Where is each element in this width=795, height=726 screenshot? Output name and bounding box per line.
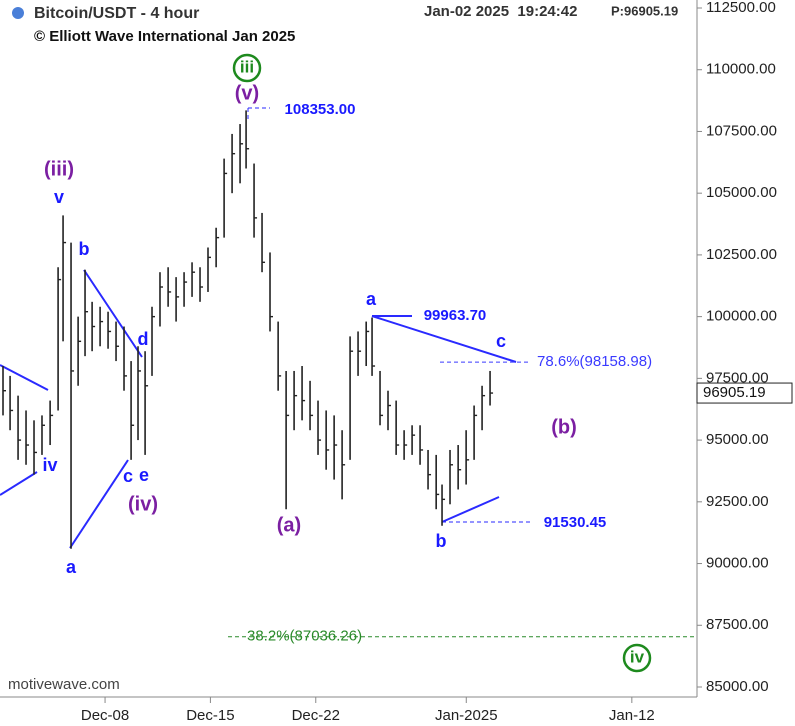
y-tick-label: 85000.00: [706, 678, 769, 695]
symbol-dot: [12, 7, 24, 19]
wave-label: e: [139, 465, 149, 485]
y-tick-label: 97500.00: [706, 369, 769, 386]
trend-line: [83, 269, 143, 358]
wave-label: b: [79, 239, 90, 259]
x-tick-label: Dec-15: [186, 707, 234, 724]
x-tick-label: Dec-08: [81, 707, 129, 724]
wave-label: iii: [240, 57, 254, 76]
wave-circle: [622, 643, 652, 673]
x-tick-label: Jan-2025: [435, 707, 498, 724]
y-tick-label: 95000.00: [706, 431, 769, 448]
y-tick-label: 92500.00: [706, 493, 769, 510]
wave-label: (a): [277, 514, 301, 536]
price-markers: [247, 107, 530, 523]
fib-label: 78.6%(98158.98): [537, 353, 652, 370]
y-tick-label: 102500.00: [706, 246, 777, 263]
trend-line: [0, 471, 38, 496]
wave-circle: [232, 53, 262, 83]
watermark: motivewave.com: [8, 676, 120, 693]
y-tick-label: 87500.00: [706, 616, 769, 633]
wave-label: 99963.70: [424, 307, 487, 324]
wave-label: (iii): [44, 158, 74, 180]
wave-lines: [0, 269, 517, 549]
y-tick-label: 90000.00: [706, 555, 769, 572]
y-tick-label: 107500.00: [706, 122, 777, 139]
chart-subtitle: © Elliott Wave International Jan 2025: [34, 28, 295, 45]
wave-label: a: [366, 289, 377, 309]
wave-label: (v): [235, 82, 259, 104]
trend-line: [0, 364, 49, 391]
wave-label: c: [496, 331, 506, 351]
wave-label: d: [138, 329, 149, 349]
last-price-box: [696, 382, 793, 404]
y-tick-label: 105000.00: [706, 184, 777, 201]
y-tick-label: 100000.00: [706, 308, 777, 325]
wave-label: 91530.45: [544, 514, 607, 531]
wave-label: (b): [551, 416, 577, 438]
trend-line: [69, 459, 129, 549]
trend-line: [441, 496, 500, 523]
timestamp: Jan-02 2025 19:24:42: [424, 3, 577, 20]
wave-label: (iv): [128, 493, 158, 515]
wave-label: b: [436, 531, 447, 551]
fib-label: 38.2%(87036.26): [247, 628, 362, 645]
trend-line: [371, 315, 517, 363]
x-tick-label: Jan-12: [609, 707, 655, 724]
wave-label: iv: [630, 647, 645, 666]
wave-label: iv: [42, 455, 57, 475]
wave-label: 108353.00: [285, 101, 356, 118]
y-tick-label: 112500.00: [706, 0, 776, 16]
chart-title: Bitcoin/USDT - 4 hour: [34, 5, 199, 22]
wave-label: c: [123, 466, 133, 486]
last-price-label: 96905.19: [703, 384, 766, 401]
x-tick-label: Dec-22: [292, 707, 340, 724]
last-price-text: P:96905.19: [611, 3, 678, 18]
wave-label: a: [66, 557, 77, 577]
y-tick-label: 110000.00: [706, 61, 776, 78]
wave-label: v: [54, 187, 64, 207]
